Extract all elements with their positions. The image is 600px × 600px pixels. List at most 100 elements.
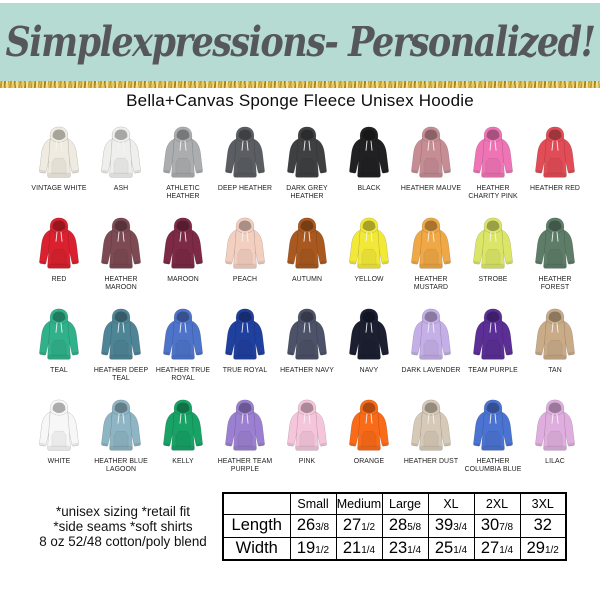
length-medium: 271/2 bbox=[335, 513, 383, 538]
color-name: ASH bbox=[113, 185, 129, 192]
hoodie-icon bbox=[225, 308, 265, 360]
hood-lining bbox=[52, 402, 66, 413]
color-name: HEATHER CHARITY PINK bbox=[468, 185, 518, 201]
drawstrings bbox=[117, 140, 125, 151]
color-name: STROBE bbox=[478, 276, 508, 283]
drawstrings bbox=[117, 322, 125, 333]
hoodie-icon bbox=[349, 126, 389, 178]
drawstrings bbox=[427, 413, 435, 424]
length-2xl: 307/8 bbox=[473, 513, 521, 538]
drawstrings bbox=[303, 231, 311, 242]
hoodie-icon bbox=[473, 126, 513, 178]
color-swatch: WHITE bbox=[28, 392, 90, 483]
hoodie-icon bbox=[287, 308, 327, 360]
hoodie-icon bbox=[411, 308, 451, 360]
drawstrings bbox=[241, 413, 249, 424]
color-swatch: ORANGE bbox=[338, 392, 400, 483]
hoodie-icon bbox=[535, 308, 575, 360]
drawstrings bbox=[179, 413, 187, 424]
color-swatch: TAN bbox=[524, 301, 586, 392]
hood-lining bbox=[114, 220, 128, 231]
color-swatch: TEAL bbox=[28, 301, 90, 392]
hood-lining bbox=[238, 402, 252, 413]
width-row-label: Width bbox=[222, 536, 291, 561]
length-3xl: 32 bbox=[519, 513, 567, 538]
hood-lining bbox=[238, 129, 252, 140]
color-name: TRUE ROYAL bbox=[222, 367, 268, 374]
drawstrings bbox=[489, 322, 497, 333]
product-details: *unisex sizing *retail fit *side seams *… bbox=[14, 504, 232, 549]
size-column-2xl: 2XL bbox=[473, 492, 521, 515]
color-name: VINTAGE WHITE bbox=[31, 185, 87, 192]
hood-lining bbox=[300, 311, 314, 322]
brand-title: Simplexpressions- Personalized! bbox=[5, 17, 596, 67]
color-name: AUTUMN bbox=[291, 276, 323, 283]
hood-lining bbox=[424, 129, 438, 140]
color-name: DARK GREY HEATHER bbox=[286, 185, 328, 201]
color-swatch: HEATHER DEEP TEAL bbox=[90, 301, 152, 392]
color-name: KELLY bbox=[172, 458, 194, 465]
color-name: MAROON bbox=[167, 276, 199, 283]
color-swatch: HEATHER FOREST bbox=[524, 210, 586, 301]
hoodie-icon bbox=[39, 217, 79, 269]
drawstrings bbox=[365, 413, 373, 424]
color-name: LILAC bbox=[545, 458, 565, 465]
length-xl: 393/4 bbox=[427, 513, 475, 538]
hood-lining bbox=[300, 129, 314, 140]
hoodie-icon bbox=[473, 217, 513, 269]
color-name: DARK LAVENDER bbox=[401, 367, 461, 374]
color-swatch: LILAC bbox=[524, 392, 586, 483]
drawstrings bbox=[179, 322, 187, 333]
color-swatch: HEATHER BLUE LAGOON bbox=[90, 392, 152, 483]
color-swatch: MAROON bbox=[152, 210, 214, 301]
hoodie-icon bbox=[535, 399, 575, 451]
width-xl: 251/4 bbox=[427, 536, 475, 561]
hoodie-icon bbox=[411, 399, 451, 451]
length-row-label: Length bbox=[222, 513, 291, 538]
hood-lining bbox=[114, 311, 128, 322]
drawstrings bbox=[489, 140, 497, 151]
length-small: 263/8 bbox=[289, 513, 337, 538]
color-name: ATHLETIC HEATHER bbox=[166, 185, 200, 201]
color-swatch: RED bbox=[28, 210, 90, 301]
color-swatch: VINTAGE WHITE bbox=[28, 119, 90, 210]
width-large: 231/4 bbox=[381, 536, 429, 561]
hoodie-icon bbox=[411, 217, 451, 269]
drawstrings bbox=[303, 140, 311, 151]
drawstrings bbox=[365, 140, 373, 151]
drawstrings bbox=[55, 140, 63, 151]
hoodie-icon bbox=[39, 126, 79, 178]
table-corner-cell bbox=[222, 492, 291, 515]
color-swatch-grid: VINTAGE WHITE bbox=[28, 119, 580, 483]
color-swatch: HEATHER MAUVE bbox=[400, 119, 462, 210]
drawstrings bbox=[55, 413, 63, 424]
color-name: ORANGE bbox=[353, 458, 385, 465]
width-row: Width 191/2 211/4 231/4 251/4 271/4 291/… bbox=[222, 536, 567, 561]
color-name: YELLOW bbox=[354, 276, 384, 283]
color-swatch: YELLOW bbox=[338, 210, 400, 301]
drawstrings bbox=[489, 231, 497, 242]
size-column-medium: Medium bbox=[335, 492, 383, 515]
header-band: Simplexpressions- Personalized! bbox=[0, 3, 600, 81]
drawstrings bbox=[551, 413, 559, 424]
hood-lining bbox=[52, 311, 66, 322]
color-swatch: HEATHER COLUMBIA BLUE bbox=[462, 392, 524, 483]
drawstrings bbox=[489, 413, 497, 424]
color-name: HEATHER BLUE LAGOON bbox=[94, 458, 148, 474]
hood-lining bbox=[52, 220, 66, 231]
glitter-divider bbox=[0, 81, 600, 88]
drawstrings bbox=[427, 322, 435, 333]
color-name: HEATHER DEEP TEAL bbox=[93, 367, 149, 383]
drawstrings bbox=[179, 140, 187, 151]
drawstrings bbox=[427, 231, 435, 242]
drawstrings bbox=[303, 413, 311, 424]
color-swatch: TRUE ROYAL bbox=[214, 301, 276, 392]
hoodie-icon bbox=[101, 308, 141, 360]
hoodie-icon bbox=[225, 126, 265, 178]
hood-lining bbox=[424, 402, 438, 413]
drawstrings bbox=[551, 231, 559, 242]
drawstrings bbox=[117, 231, 125, 242]
size-column-3xl: 3XL bbox=[519, 492, 567, 515]
details-line: *side seams *soft shirts bbox=[53, 519, 193, 534]
hoodie-icon bbox=[101, 126, 141, 178]
